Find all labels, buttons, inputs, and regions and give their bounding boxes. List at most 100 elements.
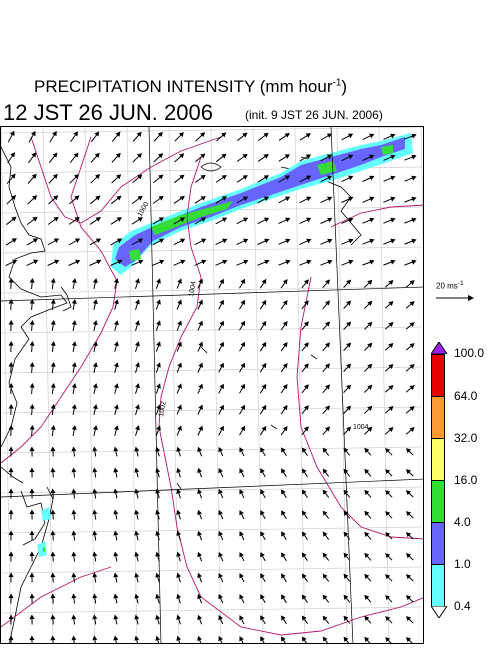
wind-arrow [134, 446, 140, 457]
wind-arrow [281, 552, 287, 562]
wind-arrow [343, 426, 352, 435]
wind-arrow [343, 531, 351, 540]
wind-arrow [218, 446, 224, 457]
wind-arrow [384, 301, 394, 309]
wind-arrow [405, 322, 415, 330]
wind-arrow [301, 531, 308, 540]
wind-arrow [92, 320, 98, 332]
wind-arrow [152, 238, 165, 246]
wind-arrow [71, 425, 77, 436]
wind-arrow [29, 298, 35, 311]
wind-arrow [50, 551, 56, 562]
wind-arrow [405, 280, 415, 288]
wind-arrow [259, 425, 267, 436]
wind-arrow [218, 383, 224, 394]
wind-arrow [257, 153, 269, 162]
wind-arrow [50, 635, 56, 643]
wind-arrow [50, 361, 56, 374]
wind-arrow [135, 299, 140, 310]
wind-arrow [341, 238, 354, 245]
vector-scale: 20 ms-1 [436, 280, 476, 303]
wind-arrow [281, 468, 287, 478]
wind-arrow [176, 551, 182, 562]
wind-arrow [113, 509, 119, 520]
wind-arrow [239, 320, 246, 331]
wind-arrow [239, 636, 244, 643]
wind-arrow [92, 362, 98, 374]
wind-arrow [69, 152, 79, 163]
wind-arrow [48, 173, 58, 184]
wind-arrow [405, 511, 414, 519]
wind-arrow [322, 342, 330, 352]
wind-arrow [71, 614, 77, 625]
wind-arrow [280, 405, 288, 415]
wind-arrow [89, 238, 102, 246]
wind-arrow [71, 341, 77, 352]
wind-arrow [153, 153, 164, 163]
wind-arrow [113, 572, 119, 583]
wind-arrow [134, 572, 140, 583]
wind-arrow [215, 259, 228, 266]
wind-arrow [364, 615, 372, 624]
wind-arrow [278, 259, 291, 266]
wind-arrow [364, 405, 373, 414]
wind-arrow [135, 320, 140, 331]
wind-arrow [260, 468, 266, 478]
wind-arrow [341, 175, 354, 183]
wind-arrow [27, 195, 38, 205]
wind-arrow [29, 446, 35, 457]
wind-arrow [364, 447, 372, 456]
wind-arrow [71, 572, 77, 583]
wind-arrow [92, 488, 98, 499]
wind-arrow [5, 259, 18, 267]
wind-arrow [26, 259, 39, 267]
wind-arrow [280, 384, 288, 394]
wind-arrow [195, 132, 206, 142]
colorbar-seg-32-64 [431, 396, 445, 439]
wind-arrow [155, 320, 161, 331]
wind-arrow [194, 259, 207, 266]
wind-arrow [343, 384, 352, 393]
wind-arrow [29, 572, 35, 583]
init-time: (init. 9 JST 26 JUN. 2006) [245, 108, 383, 122]
wind-arrow [322, 573, 330, 582]
wind-arrow [197, 509, 203, 520]
wind-arrow [257, 196, 270, 204]
wind-arrow [176, 593, 182, 604]
wind-arrow [71, 551, 77, 562]
colorbar-bottom-triangle [431, 606, 447, 618]
wind-arrow [343, 279, 352, 288]
wind-arrow [113, 614, 119, 625]
wind-arrow [384, 406, 394, 414]
wind-arrow [176, 425, 182, 436]
wind-arrow [384, 280, 394, 288]
wind-arrow [29, 361, 35, 374]
wind-arrow [257, 132, 269, 142]
wind-arrow [155, 593, 161, 604]
wind-arrow [322, 489, 330, 498]
wind-arrow [197, 362, 203, 373]
wind-arrow [50, 424, 56, 437]
wind-arrow [383, 154, 396, 161]
wind-arrow [5, 216, 17, 226]
wind-arrow [320, 238, 333, 245]
wind-arrow [92, 635, 98, 643]
wind-arrow [197, 635, 202, 643]
wind-arrow [404, 133, 417, 140]
wind-arrow [29, 340, 35, 353]
wind-arrow [176, 446, 182, 457]
wind-arrow [134, 635, 140, 643]
wind-arrow [215, 238, 228, 246]
wind-arrow [299, 133, 311, 141]
wind-arrow [218, 509, 224, 520]
wind-arrow [92, 572, 98, 583]
wind-arrow [71, 593, 77, 604]
wind-arrow [405, 553, 414, 561]
wind-arrow [405, 616, 414, 624]
wind-arrow [405, 532, 414, 540]
wind-arrow [218, 530, 224, 541]
wind-arrow [8, 551, 14, 562]
wind-arrow [131, 195, 143, 204]
wind-arrow [135, 362, 140, 373]
wind-arrow [92, 446, 98, 457]
